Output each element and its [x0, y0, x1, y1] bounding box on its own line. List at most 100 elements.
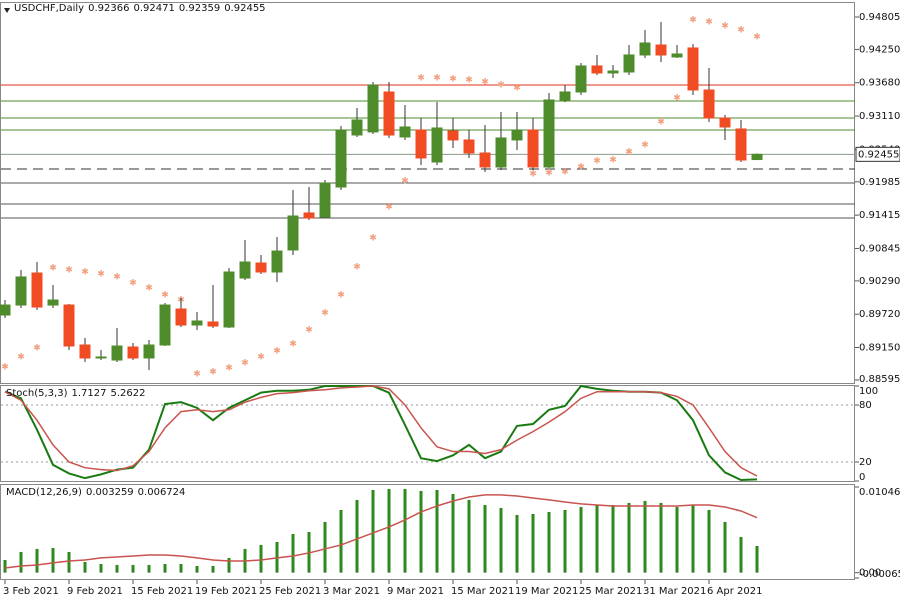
macd-bar: [67, 551, 71, 573]
candle-body: [463, 139, 475, 154]
macd-bar: [595, 504, 599, 573]
y-tick-label: 0.91985: [859, 177, 900, 188]
candle-body: [735, 128, 747, 161]
candle-body: [591, 65, 603, 74]
macd-bar: [691, 504, 695, 573]
sar-dot: ✱: [1, 362, 9, 372]
y-tick-label: -0.000653: [859, 569, 900, 580]
candle-body: [655, 44, 667, 56]
y-tick-label: 0.89150: [859, 343, 900, 354]
candle-body: [479, 152, 491, 168]
candle-body: [159, 304, 171, 346]
sar-dot: ✱: [145, 284, 153, 294]
candle-body: [367, 84, 379, 133]
sar-dot: ✱: [273, 347, 281, 357]
sar-dot: ✱: [81, 268, 89, 278]
candle-body: [399, 126, 411, 138]
sar-dot: ✱: [609, 156, 617, 166]
candle-body: [511, 129, 523, 141]
macd-bar: [371, 489, 375, 573]
sar-dot: ✱: [561, 167, 569, 177]
candle-body: [111, 345, 123, 361]
macd-bar: [339, 509, 343, 573]
candle-body: [15, 276, 27, 306]
macd-value: 0.006724: [137, 487, 186, 498]
x-tick-label: 3 Feb 2021: [3, 586, 59, 597]
candle-body: [335, 129, 347, 188]
levels: [1, 84, 855, 219]
candle-body: [431, 127, 443, 163]
macd-bar: [483, 504, 487, 573]
macd-bar: [291, 533, 295, 573]
sar-dot: ✱: [49, 263, 57, 273]
sar-dot: ✱: [449, 74, 457, 84]
sar-dot: ✱: [737, 25, 745, 35]
sar-dot: ✱: [513, 83, 521, 93]
price-panel-frame: [0, 2, 855, 384]
macd-panel-frame: [0, 484, 855, 580]
macd-bar: [179, 563, 183, 573]
macd-bar: [563, 509, 567, 573]
macd-bar: [659, 502, 663, 573]
y-tick-label: 0.93680: [859, 78, 900, 89]
sar-dot: ✱: [641, 140, 649, 150]
candle-body: [271, 250, 283, 273]
macd-bar: [115, 564, 119, 573]
macd-bar: [163, 563, 167, 573]
x-tick-label: 25 Feb 2021: [259, 586, 321, 597]
macd-header: MACD(12,26,9) 0.003259 0.006724: [6, 487, 193, 498]
sar-dot: ✱: [97, 269, 105, 279]
ohlc-close: 0.92455: [224, 3, 266, 14]
candle-body: [351, 119, 363, 136]
macd-bar: [547, 511, 551, 573]
sar-dot: ✱: [385, 203, 393, 213]
macd-bar: [355, 499, 359, 573]
ohlc-low: 0.92359: [178, 3, 221, 14]
macd-bar: [739, 536, 743, 573]
x-tick-label: 25 Mar 2021: [579, 586, 642, 597]
macd-bar: [323, 521, 327, 573]
candle-body: [543, 99, 555, 168]
sar-dot: ✱: [593, 157, 601, 167]
macd-bar: [579, 506, 583, 573]
candle-body: [623, 54, 635, 73]
y-tick-label: 0: [859, 472, 865, 483]
macd-bar: [147, 564, 151, 573]
sar-dot: ✱: [241, 359, 249, 369]
macd-bar: [435, 489, 439, 573]
sar-dot: ✱: [33, 343, 41, 353]
macd-bar: [643, 500, 647, 573]
candle-body: [191, 320, 203, 326]
x-tick-label: 9 Mar 2021: [387, 586, 444, 597]
candle-body: [31, 272, 43, 308]
y-tick-label: 100: [859, 386, 878, 397]
y-tick-label: 0.94805: [859, 12, 900, 23]
candle-body: [175, 308, 187, 326]
macd-bar: [627, 502, 631, 573]
x-tick-label: 31 Mar 2021: [643, 586, 706, 597]
macd-bar: [531, 513, 535, 573]
candle-body: [527, 129, 539, 168]
sar-dot: ✱: [289, 340, 297, 350]
macd-bar: [675, 506, 679, 573]
candle-body: [575, 65, 587, 93]
stoch-line: [4, 384, 758, 482]
sar-dot: ✱: [257, 352, 265, 362]
symbol: USDCHF,Daily: [14, 3, 85, 14]
stoch-header: Stoch(5,3,3) 1.7127 5.2622: [6, 388, 153, 399]
menu-arrow[interactable]: [4, 8, 10, 13]
macd-bar: [723, 521, 727, 573]
sar-dot: ✱: [321, 308, 329, 318]
macd-bar: [403, 488, 407, 573]
sar-dot: ✱: [113, 272, 121, 282]
sar-dot: ✱: [369, 233, 377, 243]
sar-dot: ✱: [545, 168, 553, 178]
sar-dot: ✱: [465, 75, 473, 85]
sar-dot: ✱: [529, 169, 537, 179]
macd-bar: [51, 547, 55, 573]
y-tick-label: 0.00: [859, 568, 881, 579]
macd-title: MACD(12,26,9): [6, 487, 82, 498]
price-header: USDCHF,Daily 0.92366 0.92471 0.92359 0.92455: [14, 3, 274, 14]
sar-dot: ✱: [753, 32, 761, 42]
